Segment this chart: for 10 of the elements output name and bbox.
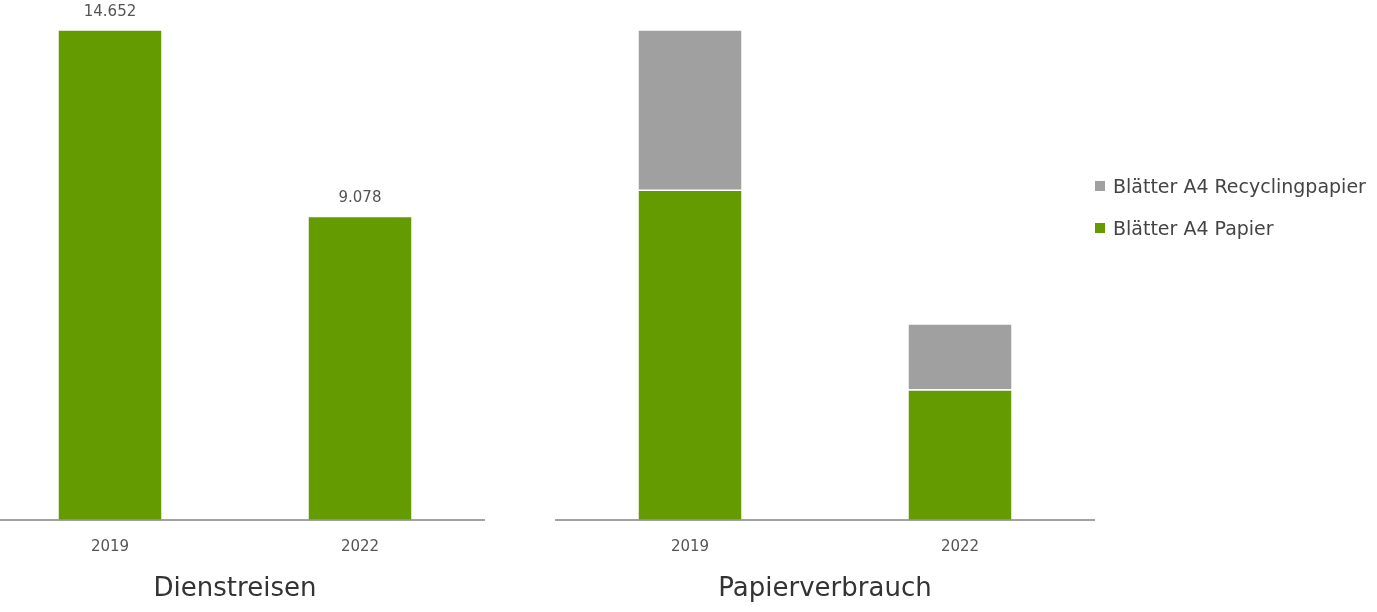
x-tick-label: 2022	[340, 536, 380, 555]
x-tick-label: 2019	[90, 536, 130, 555]
legend-label: Blätter A4 Recyclingpapier	[1113, 175, 1366, 197]
legend-label: Blätter A4 Papier	[1113, 217, 1274, 239]
x-tick-label: 2019	[670, 536, 710, 555]
text: Papierverbrauch	[717, 572, 933, 602]
data-label: 9.078	[338, 188, 382, 207]
x-tick-label: 2022	[940, 536, 980, 555]
text: Dienstreisen	[152, 572, 318, 602]
data-label: 14.652	[83, 2, 137, 20]
